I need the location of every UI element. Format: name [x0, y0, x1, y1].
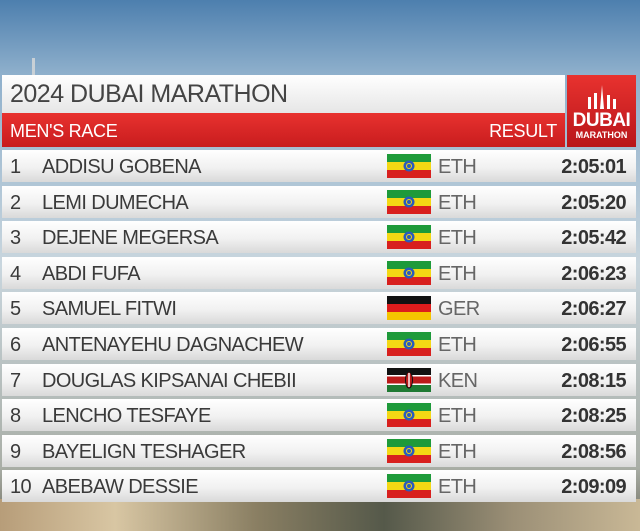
rank: 2: [10, 191, 21, 214]
rank: 6: [10, 333, 21, 356]
result-row: 6 ANTENAYEHU DAGNACHEW ETH 2:06:55: [2, 327, 636, 360]
time: 2:05:20: [561, 191, 626, 214]
country: ETH: [438, 405, 477, 428]
flag: [387, 439, 431, 463]
rank: 9: [10, 440, 21, 463]
logo-bottom: MARATHON: [575, 130, 628, 140]
flag: [387, 225, 431, 249]
athlete: DOUGLAS KIPSANAI CHEBII: [42, 369, 297, 392]
time: 2:05:01: [561, 156, 626, 178]
country: ETH: [438, 262, 477, 285]
country: ETH: [438, 440, 477, 463]
result-row: 8 LENCHO TESFAYE ETH 2:08:25: [2, 399, 636, 432]
result-row: 7 DOUGLAS KIPSANAI CHEBII KEN 2:08:15: [2, 363, 636, 396]
flag: [387, 154, 431, 178]
rank: 1: [10, 156, 21, 178]
athlete: LEMI DUMECHA: [42, 191, 189, 214]
result-label: RESULT: [489, 121, 557, 141]
time: 2:06:27: [561, 298, 626, 321]
time: 2:08:56: [561, 440, 626, 463]
skyline-icon: [588, 85, 616, 109]
logo-top: DUBAI: [572, 110, 631, 131]
time: 2:08:15: [561, 369, 626, 392]
athlete: DEJENE MEGERSA: [42, 227, 219, 250]
result-row: 5 SAMUEL FITWI GER 2:06:27: [2, 292, 636, 325]
flag: [387, 368, 431, 392]
athlete: ABDI FUFA: [42, 262, 141, 285]
sub-bar: MEN'S RACE RESULT: [2, 113, 565, 147]
title: 2024 DUBAI MARATHON: [10, 79, 288, 108]
result-row: 1 ADDISU GOBENA ETH 2:05:01: [2, 150, 636, 182]
flag: [387, 332, 431, 356]
flag: [387, 403, 431, 427]
country: ETH: [438, 333, 477, 356]
rank: 8: [10, 405, 21, 428]
flag: [387, 296, 431, 320]
time: 2:09:09: [561, 476, 626, 499]
rank: 10: [10, 476, 32, 499]
result-row: 9 BAYELIGN TESHAGER ETH 2:08:56: [2, 434, 636, 467]
athlete: LENCHO TESFAYE: [42, 405, 211, 428]
time: 2:08:25: [561, 405, 626, 428]
rank: 5: [10, 298, 21, 321]
flag: [387, 474, 431, 498]
rank: 3: [10, 227, 21, 250]
country: ETH: [438, 227, 477, 250]
country: GER: [438, 298, 480, 321]
athlete: ABEBAW DESSIE: [42, 476, 199, 499]
country: ETH: [438, 476, 477, 499]
result-row: 2 LEMI DUMECHA ETH 2:05:20: [2, 185, 636, 218]
country: ETH: [438, 191, 477, 214]
time: 2:05:42: [561, 227, 626, 250]
result-row: 4 ABDI FUFA ETH 2:06:23: [2, 256, 636, 289]
result-row: 10 ABEBAW DESSIE ETH 2:09:09: [2, 470, 636, 503]
athlete: SAMUEL FITWI: [42, 298, 177, 321]
title-bar: 2024 DUBAI MARATHON: [2, 75, 565, 113]
country: KEN: [438, 369, 478, 392]
flag: [387, 190, 431, 214]
athlete: ANTENAYEHU DAGNACHEW: [42, 333, 304, 356]
antenna: [32, 58, 35, 78]
time: 2:06:55: [561, 333, 626, 356]
rank: 4: [10, 262, 21, 285]
race-label: MEN'S RACE: [10, 121, 118, 141]
flag: [387, 261, 431, 285]
city-backdrop: [0, 499, 640, 531]
athlete: BAYELIGN TESHAGER: [42, 440, 246, 463]
athlete: ADDISU GOBENA: [42, 156, 202, 178]
country: ETH: [438, 156, 477, 178]
logo: DUBAI MARATHON: [567, 75, 636, 147]
result-row: 3 DEJENE MEGERSA ETH 2:05:42: [2, 221, 636, 254]
results-table: 1 ADDISU GOBENA ETH 2:05:01 2 LEMI DUMECHA ET…: [2, 150, 636, 503]
rank: 7: [10, 369, 21, 392]
time: 2:06:23: [561, 262, 626, 285]
